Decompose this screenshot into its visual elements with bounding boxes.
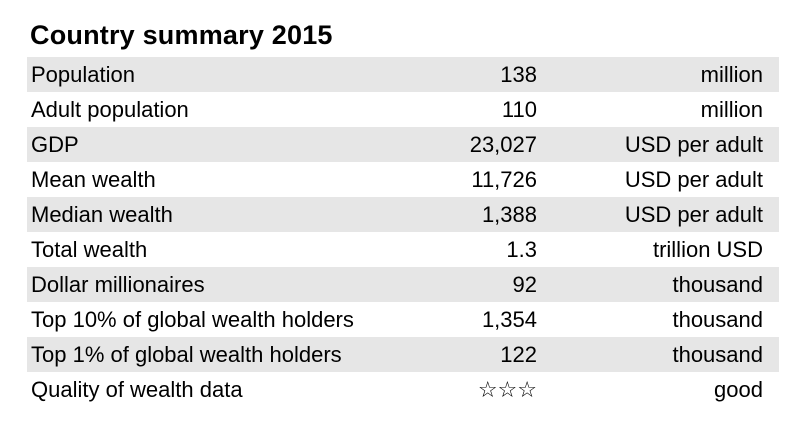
- row-unit: thousand: [672, 341, 763, 367]
- row-label: Total wealth: [31, 236, 148, 262]
- row-label: Dollar millionaires: [31, 271, 205, 297]
- row-value: 1,354: [481, 306, 537, 332]
- row-unit: thousand: [672, 306, 763, 332]
- row-label: Adult population: [31, 96, 189, 122]
- row-unit: million: [700, 96, 763, 122]
- summary-table: Population 138 million Adult population …: [27, 57, 779, 407]
- row-value: 1.3: [506, 236, 537, 262]
- table-row: Mean wealth 11,726 USD per adult: [27, 162, 779, 197]
- row-label: Top 10% of global wealth holders: [31, 306, 354, 332]
- row-unit: USD per adult: [624, 166, 763, 192]
- table-row: Top 1% of global wealth holders 122 thou…: [27, 337, 779, 372]
- row-value: 1,388: [481, 201, 537, 227]
- row-label: Top 1% of global wealth holders: [31, 341, 342, 367]
- row-unit: USD per adult: [624, 131, 763, 157]
- row-value: 92: [512, 271, 537, 297]
- quality-stars-icon: ☆☆☆: [477, 376, 537, 402]
- row-label: Quality of wealth data: [31, 376, 243, 402]
- row-value: 110: [501, 96, 537, 122]
- row-unit: million: [700, 61, 763, 87]
- row-label: Population: [31, 61, 135, 87]
- row-unit: trillion USD: [652, 236, 763, 262]
- table-row: Population 138 million: [27, 57, 779, 92]
- table-row: Adult population 110 million: [27, 92, 779, 127]
- table-row: GDP 23,027 USD per adult: [27, 127, 779, 162]
- row-label: Median wealth: [31, 201, 173, 227]
- row-value: 138: [500, 61, 537, 87]
- table-row: Top 10% of global wealth holders 1,354 t…: [27, 302, 779, 337]
- row-unit: good: [714, 376, 763, 402]
- row-value: 122: [500, 341, 537, 367]
- table-row: Total wealth 1.3 trillion USD: [27, 232, 779, 267]
- row-value: 23,027: [469, 131, 537, 157]
- row-label: Mean wealth: [31, 166, 156, 192]
- page-title: Country summary 2015: [30, 20, 333, 50]
- row-label: GDP: [31, 131, 79, 157]
- row-value: 11,726: [471, 166, 537, 192]
- table-row: Dollar millionaires 92 thousand: [27, 267, 779, 302]
- row-unit: USD per adult: [624, 201, 763, 227]
- table-row: Quality of wealth data ☆☆☆ good: [27, 372, 779, 407]
- row-unit: thousand: [672, 271, 763, 297]
- table-row: Median wealth 1,388 USD per adult: [27, 197, 779, 232]
